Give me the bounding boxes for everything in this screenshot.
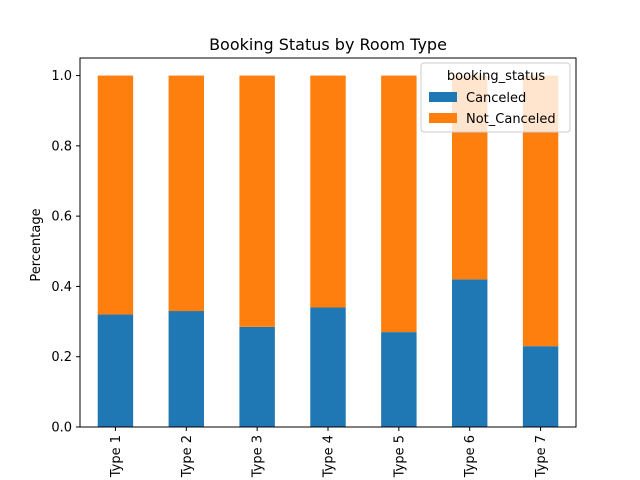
legend-swatch-canceled [429, 92, 457, 102]
legend-label-canceled: Canceled [466, 91, 526, 106]
legend-frame [420, 62, 571, 133]
chart-title: Booking Status by Room Type [209, 35, 447, 54]
y-tick-label: 0.6 [51, 210, 72, 225]
x-tick-label: Type 4 [322, 435, 337, 478]
bar-canceled-4 [310, 307, 346, 427]
y-tick-label: 1.0 [51, 69, 72, 84]
y-tick-label: 0.8 [51, 139, 72, 154]
legend-title: booking_status [447, 69, 545, 84]
legend: booking_status Canceled Not_Canceled [420, 62, 571, 133]
bar-not-canceled-1 [97, 75, 134, 315]
x-tick-label: Type 2 [180, 435, 195, 478]
y-tick-label: 0.4 [51, 280, 72, 295]
bar-not-canceled-2 [168, 75, 204, 312]
bar-canceled-1 [97, 314, 134, 427]
legend-label-not-canceled: Not_Canceled [466, 112, 556, 127]
bar-canceled-7 [522, 346, 559, 427]
legend-swatch-not-canceled [429, 113, 457, 123]
x-tick-label: Type 5 [392, 435, 407, 478]
bar-not-canceled-5 [381, 75, 417, 333]
y-tick-label: 0.0 [51, 421, 72, 436]
axes-group: 0.0 0.2 0.4 0.6 0.8 1.0 Type 1 Type 2 Type 3 Type… [51, 57, 577, 478]
x-tick-label: Type 1 [109, 435, 124, 478]
bar-not-canceled-4 [310, 75, 346, 308]
x-tick-label: Type 7 [534, 435, 549, 478]
bar-canceled-3 [239, 326, 275, 427]
bar-canceled-6 [452, 279, 488, 427]
bars-group [97, 75, 559, 427]
bar-canceled-5 [381, 332, 417, 427]
bar-not-canceled-3 [239, 75, 275, 327]
bar-canceled-2 [168, 311, 204, 427]
x-tick-label: Type 3 [251, 435, 266, 478]
x-tick-label: Type 6 [463, 435, 478, 478]
y-axis-label: Percentage [29, 208, 44, 281]
y-tick-label: 0.2 [51, 350, 72, 365]
